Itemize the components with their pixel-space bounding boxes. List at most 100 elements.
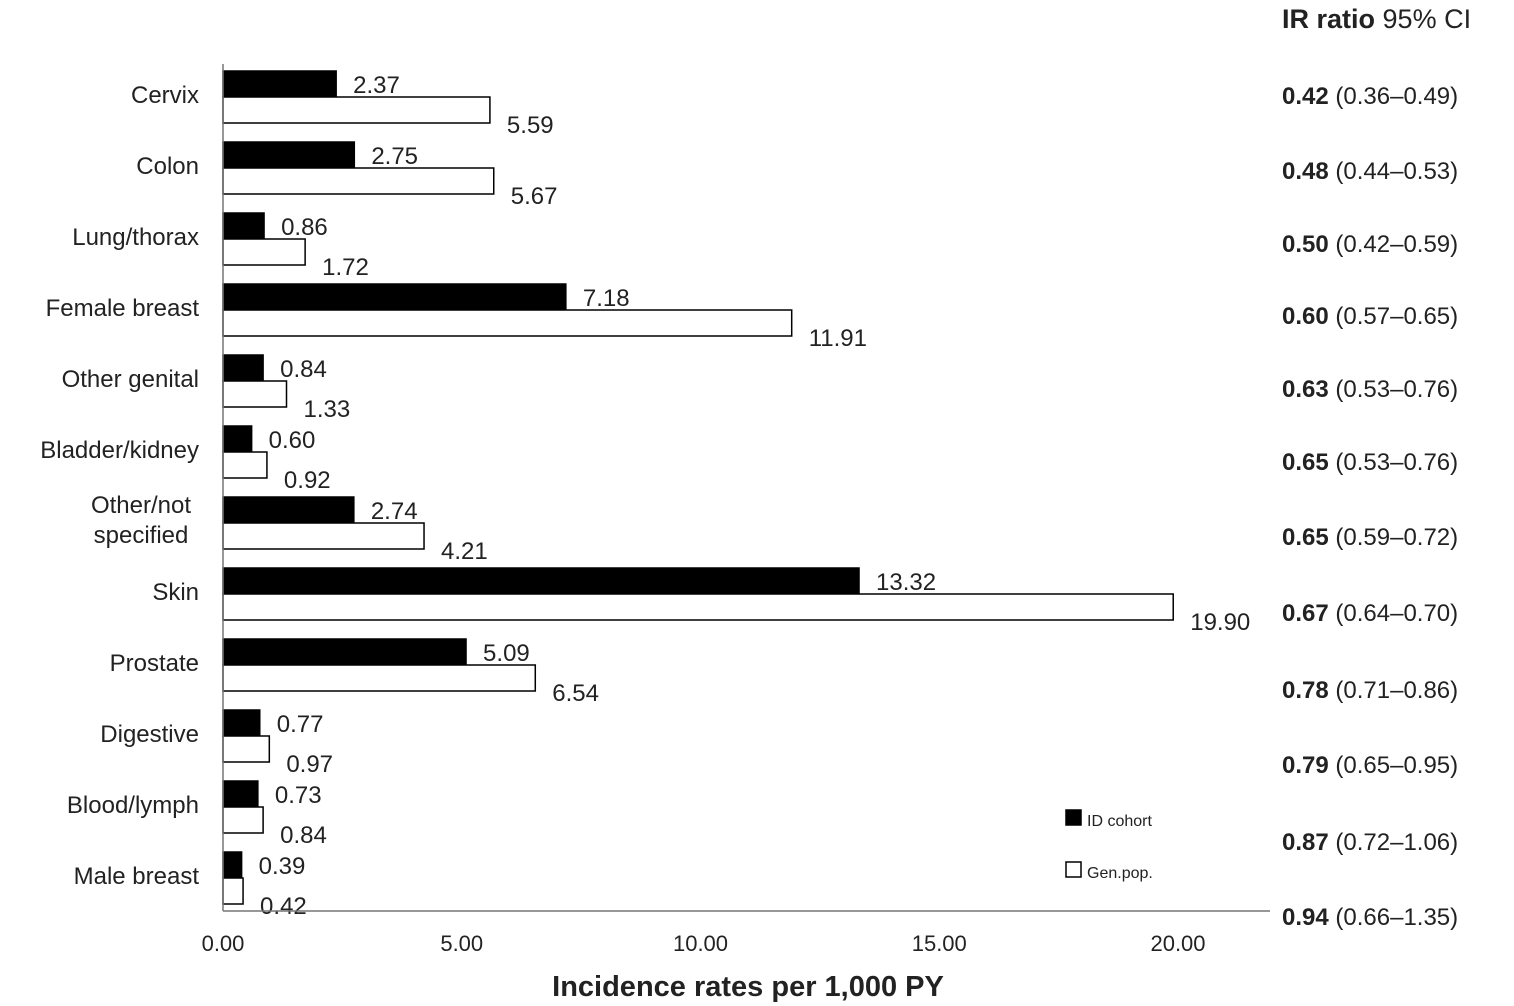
value-label: 4.21 [441, 538, 488, 565]
value-label: 13.32 [876, 569, 936, 596]
value-label: 5.67 [511, 183, 558, 210]
bar-id-cohort [222, 354, 264, 382]
bar-gen-pop [222, 380, 288, 408]
value-labels-group: 2.37 5.59 2.75 5.67 0.86 1.72 7.18 11.91 0.84 1.3… [259, 72, 1251, 920]
ir-ratio-header-bold: IR ratio [1282, 4, 1376, 34]
category-labels-group: Cervix Colon Lung/thorax Female breast Other… [40, 82, 199, 890]
ir-ratio-row: 0.50 (0.42–0.59) [1282, 231, 1458, 259]
bar-id-cohort [222, 283, 567, 311]
bar-gen-pop [222, 167, 495, 195]
category-label: Lung/thorax [72, 224, 199, 251]
ir-ratio-value: 0.60 [1282, 303, 1329, 330]
category-label: Other genital [62, 366, 199, 393]
ir-ratio-value: 0.63 [1282, 376, 1329, 403]
bar-gen-pop [222, 735, 271, 763]
ir-ratio-value: 0.79 [1282, 752, 1329, 779]
x-tick-label: 5.00 [440, 931, 483, 956]
ir-ratio-ci: (0.59–0.72) [1335, 524, 1459, 551]
value-label: 1.33 [304, 396, 351, 423]
x-tick-label: 15.00 [912, 931, 967, 956]
ir-ratio-column: IR ratio 95% CI 0.42 (0.36–0.49) 0.48 (0.… [1282, 0, 1514, 1006]
legend-label: ID cohort [1087, 813, 1152, 830]
ir-ratio-row: 0.79 (0.65–0.95) [1282, 752, 1458, 780]
category-label-line: Other/not [91, 492, 191, 519]
value-label: 5.09 [483, 640, 530, 667]
value-label: 2.74 [371, 498, 418, 525]
ir-ratio-ci: (0.64–0.70) [1335, 600, 1459, 627]
value-label: 19.90 [1190, 609, 1250, 636]
ir-ratio-row: 0.60 (0.57–0.65) [1282, 303, 1458, 331]
value-label: 0.77 [277, 711, 324, 738]
ir-ratio-value: 0.87 [1282, 829, 1329, 856]
ir-ratio-row: 0.65 (0.53–0.76) [1282, 449, 1458, 477]
value-label: 5.59 [507, 112, 554, 139]
bar-gen-pop [222, 593, 1174, 621]
value-label: 0.97 [286, 751, 333, 778]
ir-ratio-value: 0.42 [1282, 83, 1329, 110]
bar-gen-pop [222, 877, 244, 905]
value-label: 1.72 [322, 254, 369, 281]
bars-group [222, 70, 1174, 905]
x-tick-label: 20.00 [1150, 931, 1205, 956]
bar-id-cohort [222, 496, 355, 524]
ir-ratio-row: 0.67 (0.64–0.70) [1282, 600, 1458, 628]
x-tick-label: 0.00 [202, 931, 245, 956]
legend: ID cohort Gen.pop. [1065, 809, 1153, 882]
x-tick-label: 10.00 [673, 931, 728, 956]
category-label: Male breast [74, 863, 200, 890]
value-label: 2.37 [353, 72, 400, 99]
bar-id-cohort [222, 70, 337, 98]
ir-ratio-value: 0.65 [1282, 524, 1329, 551]
ir-ratio-row: 0.65 (0.59–0.72) [1282, 524, 1458, 552]
category-label: Colon [136, 153, 199, 180]
bar-id-cohort [222, 212, 265, 240]
ir-ratio-header-ci: 95% CI [1382, 4, 1472, 34]
value-label: 0.42 [260, 893, 307, 920]
ir-ratio-row: 0.87 (0.72–1.06) [1282, 829, 1458, 857]
value-label: 2.75 [371, 143, 418, 170]
value-label: 0.92 [284, 467, 331, 494]
category-label: Digestive [100, 721, 199, 748]
ir-ratio-value: 0.94 [1282, 904, 1329, 931]
bar-id-cohort [222, 709, 261, 737]
bar-id-cohort [222, 851, 243, 879]
ir-ratio-ci: (0.65–0.95) [1335, 752, 1459, 779]
bar-id-cohort [222, 141, 356, 169]
bar-gen-pop [222, 806, 264, 834]
bar-id-cohort [222, 567, 860, 595]
ir-ratio-row: 0.48 (0.44–0.53) [1282, 158, 1458, 186]
ir-ratio-header: IR ratio 95% CI [1282, 4, 1471, 35]
ir-ratio-ci: (0.36–0.49) [1335, 83, 1459, 110]
category-label: Cervix [131, 82, 199, 109]
value-label: 0.39 [259, 853, 306, 880]
category-label: Prostate [110, 650, 199, 677]
x-axis-title: Incidence rates per 1,000 PY [552, 971, 944, 1003]
bar-id-cohort [222, 638, 467, 666]
ir-ratio-value: 0.65 [1282, 449, 1329, 476]
category-label: Skin [152, 579, 199, 606]
value-label: 11.91 [809, 325, 867, 352]
value-label: 0.84 [280, 356, 327, 383]
bar-gen-pop [222, 522, 425, 550]
ir-ratio-ci: (0.66–1.35) [1335, 904, 1459, 931]
ir-ratio-value: 0.78 [1282, 677, 1329, 704]
bar-gen-pop [222, 451, 268, 479]
ir-ratio-row: 0.94 (0.66–1.35) [1282, 904, 1458, 932]
category-label: Female breast [46, 295, 200, 322]
ir-ratio-row: 0.63 (0.53–0.76) [1282, 376, 1458, 404]
x-axis: 0.00 5.00 10.00 15.00 20.00 [202, 64, 1270, 956]
ir-ratio-value: 0.48 [1282, 158, 1329, 185]
value-label: 0.84 [280, 822, 327, 849]
value-label: 0.60 [269, 427, 316, 454]
bar-id-cohort [222, 780, 259, 808]
category-label-line: specified [94, 522, 189, 549]
ir-ratio-value: 0.50 [1282, 231, 1329, 258]
ir-ratio-ci: (0.42–0.59) [1335, 231, 1459, 258]
category-label: Bladder/kidney [40, 437, 199, 464]
value-label: 7.18 [583, 285, 630, 312]
category-label: Other/not specified [91, 492, 191, 549]
ir-ratio-value: 0.67 [1282, 600, 1329, 627]
legend-swatch [1065, 861, 1082, 878]
ir-ratio-ci: (0.44–0.53) [1335, 158, 1459, 185]
